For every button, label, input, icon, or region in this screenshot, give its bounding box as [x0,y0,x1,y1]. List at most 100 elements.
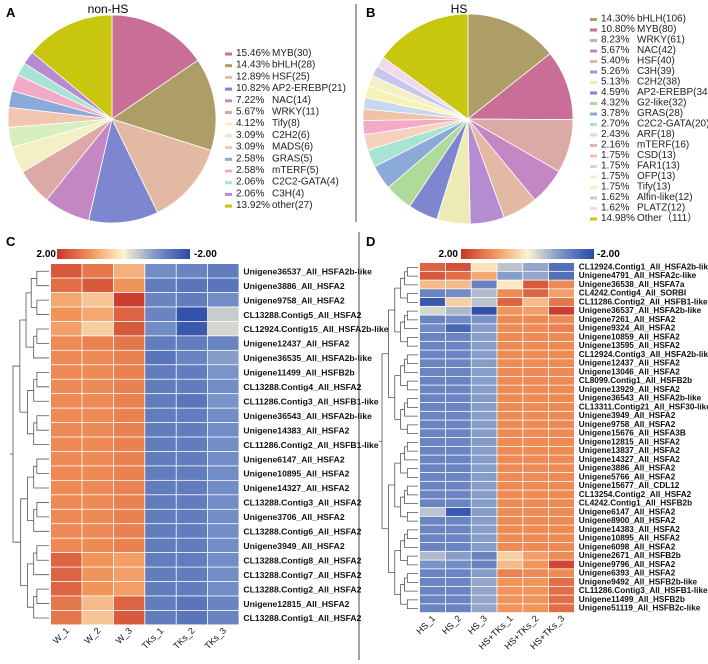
heatmap-cell [523,420,549,429]
dendrogram-branch [36,545,49,561]
heatmap-cell [497,403,523,411]
heatmap-row-label: Unigene9796_All_HSFA2 [579,560,676,569]
heatmap-cell [549,271,574,280]
heatmap-row-label: CL13288.Contig1_All_HSFA2 [243,613,361,623]
heatmap-cell [420,560,445,569]
heatmap-cell [176,495,208,509]
heatmap-cell [471,560,497,569]
heatmap-column-label: HS_1 [414,613,437,636]
heatmap-cell [471,289,497,298]
legend-swatch [590,217,597,221]
heatmap-cell [497,481,523,490]
heatmap-cell [549,350,574,359]
heatmap-cell [51,567,82,582]
heatmap-cell [420,403,445,411]
pie-slice [467,13,551,120]
heatmap-cell [113,451,145,466]
dendrogram-branch [400,409,408,430]
heatmap-row-label: CL13288.Contig5_All_HSFA2 [243,310,361,320]
heatmap-cell [420,543,445,551]
heatmap-cell [51,307,82,321]
heatmap-row-label: Unigene6147_All_HSFA2 [579,507,676,516]
legend-swatch [225,122,232,126]
heatmap-cell [523,578,549,586]
heatmap-cell [82,336,113,350]
heatmap-cell [420,324,445,333]
heatmap-row-label: Unigene36543_All_HSFA2b-like [243,411,372,421]
heatmap-cell [420,551,445,560]
heatmap-cell [497,394,523,403]
heatmap-cell [549,455,574,464]
heatmap-cell [497,516,523,525]
heatmap-cell [549,481,574,490]
dendrogram-branch [404,358,418,373]
heatmap-d: CL12924.Contig1_All_HSFA2b-likeUnigene47… [414,262,708,651]
heatmap-cell [51,336,82,350]
heatmap-cell [549,280,574,289]
heatmap-c: Unigene36537_All_HSFA2b-like Unigene3886_… [51,264,389,651]
heatmap-cell [420,394,445,403]
heatmap-cell [549,263,574,271]
heatmap-cell [82,307,113,321]
heatmap-cell [420,578,445,586]
heatmap-cell [176,509,208,524]
pie-b-legend: 14.30% bHLH(106)10.80% MYB(80) 8.23% WRKY(61… [590,14,708,224]
heatmap-cell [145,538,176,553]
dendrogram-branch [36,371,49,388]
legend-swatch [590,81,597,84]
heatmap-row-label: CL8099.Contig1_All_HSFB2b [579,376,692,385]
heatmap-cell [445,368,471,376]
heatmap-row-label: CL11286.Contig3_All_HSFB1-like [579,586,708,595]
heatmap-cell [497,429,523,438]
pie-chart-hs [362,13,574,225]
heatmap-cell [445,280,471,289]
heatmap-cell [82,524,113,538]
legend-swatch [590,123,597,126]
legend-swatch [590,102,597,105]
heatmap-cell [471,411,497,420]
heatmap-c-dendrogram [10,270,49,619]
heatmap-cell [420,569,445,578]
legend-swatch [225,75,232,79]
heatmap-cell [176,581,208,596]
heatmap-cell [445,341,471,350]
heatmap-cell [82,350,113,365]
heatmap-cell [445,271,471,280]
panel-letter-b: B [366,5,375,20]
heatmap-column-label: W_3 [114,626,134,646]
heatmap-cell [497,385,523,394]
heatmap-cell [549,368,574,376]
heatmap-cell [471,420,497,429]
heatmap-cell [208,350,239,365]
heatmap-cell [445,525,471,534]
heatmap-cell [145,321,176,336]
heatmap-cell [549,315,574,324]
heatmap-cell [523,368,549,376]
heatmap-cell [420,350,445,359]
pie-a-legend: 15.46% MYB(30)14.43% bHLH(28)12.89% HSF(25)… [225,48,346,211]
heatmap-cell [176,553,208,567]
heatmap-row-label: CL13254.Contig2_All_HSFA2 [579,490,692,499]
heatmap-cell [113,437,145,452]
dendrogram-branch [406,485,418,496]
heatmap-cell [420,359,445,368]
dendrogram-branch [404,402,418,417]
heatmap-cell [523,455,549,464]
heatmap-cell [497,543,523,551]
legend-swatch [590,186,597,189]
heatmap-cell [497,551,523,560]
heatmap-cell [176,466,208,480]
heatmap-cell [445,263,471,271]
heatmap-cell [445,604,471,613]
heatmap-cell [523,595,549,604]
heatmap-row-label: Unigene10895_All_HSFA2 [243,469,349,479]
heatmap-cell [523,438,549,446]
heatmap-cell [208,292,239,307]
heatmap-cell [420,490,445,499]
heatmap-column-label: TKs_2 [171,626,196,651]
legend-percent: 5.13% [601,77,629,88]
heatmap-cell [523,350,549,359]
heatmap-cell [445,560,471,569]
heatmap-cell [420,525,445,534]
heatmap-cell [445,376,471,385]
